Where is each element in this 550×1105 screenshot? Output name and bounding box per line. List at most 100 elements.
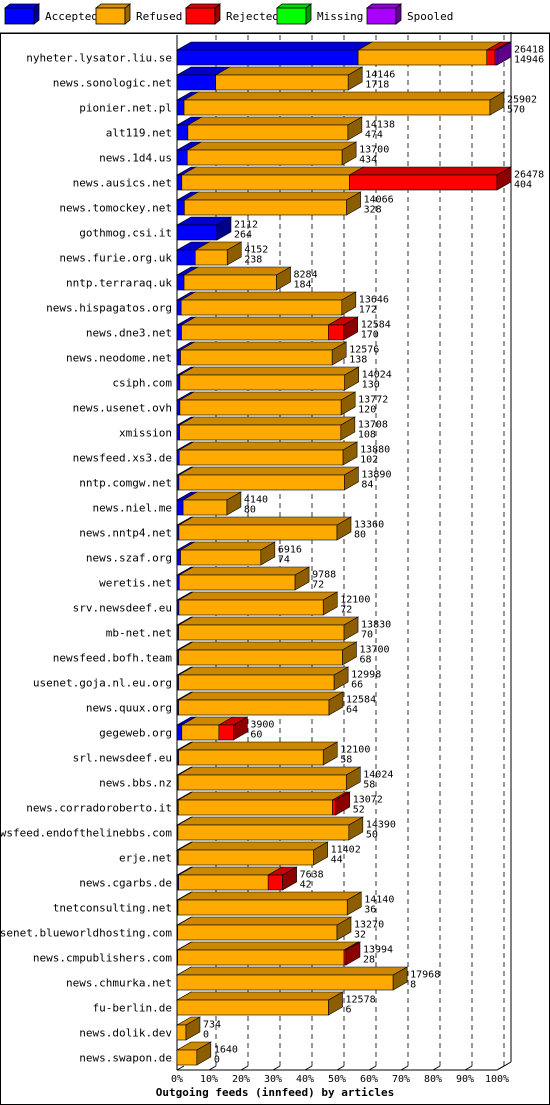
offered-label-news-chmurka-net: 17968 — [410, 970, 440, 981]
category-label-nntp-comgw-net: nntp.comgw.net — [79, 477, 172, 490]
bar-side-refused — [346, 191, 361, 216]
offered-label-newsfeed-xs3-de: 13880 — [360, 445, 390, 456]
bar-top-refused — [177, 841, 329, 851]
bars — [175, 41, 513, 1066]
legend-swatch-spooled — [366, 7, 397, 25]
category-labels: nyheter.lysator.liu.se news.sonologic.net… — [0, 52, 172, 1065]
bar-segment-refused — [215, 74, 349, 91]
bar-news-chmurka-net — [175, 966, 409, 991]
bar-mb-net-net — [175, 616, 360, 641]
bar-segment-rejected — [349, 174, 498, 191]
bar-top-refused — [180, 316, 344, 326]
legend-swatch-top-accepted — [3, 3, 41, 9]
x-tick-mark-50 — [336, 1065, 345, 1071]
bar-newsfeed-bofh-team — [175, 641, 358, 666]
bar-side-refused — [341, 291, 357, 316]
bar-top-refused — [177, 691, 345, 701]
offered-label-news-neodome-net: 12576 — [349, 345, 379, 356]
bar-news-furie-org-uk — [175, 241, 243, 266]
accepted-label-tnetconsulting-net: 36 — [364, 905, 376, 916]
bar-top-refused — [179, 541, 276, 551]
bar-segment-rejected — [267, 874, 283, 891]
bar-segment-refused — [178, 624, 345, 641]
bar-segment-accepted — [176, 74, 217, 91]
bar-nntp-comgw-net — [175, 466, 360, 491]
bar-side-refused — [348, 816, 364, 841]
accepted-label-gegeweb-org: 60 — [250, 730, 262, 741]
bar-top-refused — [177, 791, 348, 801]
bar-segment-refused — [179, 399, 342, 416]
accepted-label-news-ausics-net: 404 — [514, 180, 532, 191]
bar-top-refused — [177, 666, 350, 676]
bar-top-refused — [182, 266, 292, 276]
bar-segment-accepted — [176, 124, 189, 141]
x-tick-label-80: 80% — [424, 1074, 442, 1085]
bar-top-refused — [214, 66, 364, 76]
bar-side-refused — [328, 991, 343, 1016]
bar-tnetconsulting-net — [175, 891, 363, 916]
bar-srv-newsdeef-eu — [175, 591, 339, 616]
bar-side-accepted — [216, 216, 232, 241]
legend-swatch-side-accepted — [33, 3, 40, 25]
bar-segment-refused — [181, 174, 350, 191]
bar-nntp-terraraq-uk — [175, 266, 292, 291]
accepted-label-news-chmurka-net: 8 — [410, 980, 416, 991]
accepted-label-fu-berlin-de: 6 — [346, 1005, 352, 1016]
bar-side-refused — [336, 516, 352, 541]
bar-segment-refused — [177, 899, 348, 916]
bar-segment-refused — [187, 124, 349, 141]
bar-segment-refused — [183, 274, 277, 291]
bar-news-usenet-ovh — [175, 391, 357, 416]
bar-news-1d4-us — [175, 141, 358, 166]
x-tick-mark-80 — [432, 1065, 441, 1071]
offered-label-srv-newsdeef-eu: 12100 — [340, 595, 370, 606]
category-label-news-szaf-org: news.szaf.org — [86, 552, 172, 565]
bar-srl-newsdeef-eu — [175, 741, 339, 766]
bar-news-dne3-net — [175, 316, 359, 341]
category-label-nntp-terraraq-uk: nntp.terraraq.uk — [66, 277, 172, 290]
offered-label-gegeweb-org: 3900 — [250, 720, 274, 731]
bar-nyheter-lysator-liu-se — [175, 41, 513, 66]
accepted-label-nyheter-lysator-liu-se: 14946 — [514, 55, 544, 66]
category-label-news-tomockey-net: news.tomockey.net — [59, 202, 172, 215]
bar-segment-accepted — [176, 349, 181, 366]
offered-label-usenet-blueworldhosting-com: 13270 — [354, 920, 384, 931]
x-tick-label-0: 0% — [171, 1074, 183, 1085]
bar-news-cmpublishers-com — [175, 941, 362, 966]
bar-segment-refused — [186, 149, 343, 166]
bar-side-refused — [392, 966, 408, 991]
accepted-label-xmission: 108 — [358, 430, 376, 441]
accepted-label-gothmog-csi-it: 264 — [234, 230, 252, 241]
bar-side-refused — [342, 441, 358, 466]
bar-segment-refused — [179, 424, 342, 441]
category-label-newsfeed-bofh-team: newsfeed.bofh.team — [53, 652, 173, 665]
bar-top-refused — [179, 341, 348, 351]
bar-news-swapon-de — [175, 1041, 212, 1066]
accepted-label-news-hispagatos-org: 172 — [359, 305, 377, 316]
bar-side-refused — [322, 591, 338, 616]
bar-segment-rejected — [332, 799, 337, 816]
bar-segment-refused — [182, 499, 228, 516]
x-tick-mark-100 — [496, 1065, 505, 1071]
offered-label-tnetconsulting-net: 14140 — [364, 895, 394, 906]
accepted-label-news-nntp4-net: 80 — [354, 530, 366, 541]
bar-segment-refused — [176, 1049, 198, 1066]
accepted-label-erje-net: 44 — [331, 855, 343, 866]
bar-side-refused — [345, 766, 361, 791]
x-tick-mark-20 — [240, 1065, 249, 1071]
accepted-label-newsfeed-endofthelinebbs-com: 50 — [366, 830, 378, 841]
bar-segment-refused — [181, 724, 220, 741]
offered-label-news-nntp4-net: 13360 — [354, 520, 384, 531]
bar-side-refused — [196, 1041, 212, 1066]
category-label-news-1d4-us: news.1d4.us — [99, 152, 172, 165]
accepted-label-newsfeed-xs3-de: 102 — [360, 455, 378, 466]
bar-side-refused — [347, 116, 363, 141]
x-axis: 0% 10% 20% 30% 40% 50% 60% 70% 80% 90% 100% — [171, 1061, 512, 1085]
accepted-label-nntp-terraraq-uk: 184 — [294, 280, 312, 291]
x-tick-label-10: 10% — [200, 1074, 218, 1085]
bar-top-refused — [176, 991, 344, 1001]
offered-label-news-sonologic-net: 14146 — [365, 70, 395, 81]
bar-side-rejected — [233, 716, 248, 741]
category-label-usenet-goja-nl-eu-org: usenet.goja.nl.eu.org — [33, 677, 172, 690]
category-label-fu-berlin-de: fu-berlin.de — [93, 1002, 172, 1015]
